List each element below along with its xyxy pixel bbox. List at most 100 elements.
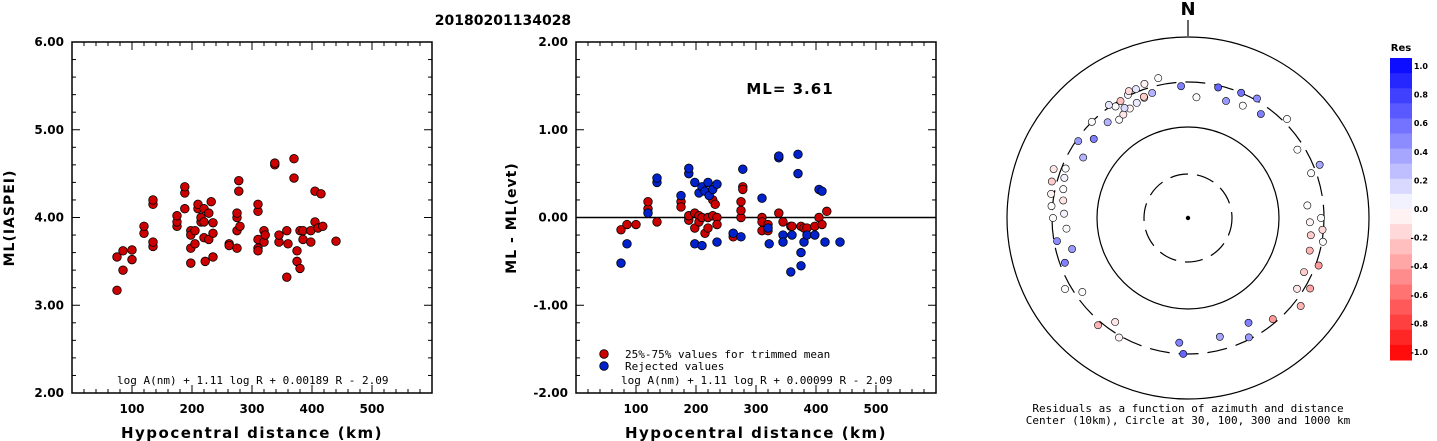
trimmed-point xyxy=(631,219,641,230)
colorbar-cell xyxy=(1390,193,1412,210)
station-point xyxy=(1214,83,1223,92)
data-point xyxy=(283,239,293,249)
trimmed-point xyxy=(778,217,788,227)
colorbar-tick-label: -0.8 xyxy=(1411,319,1429,328)
station-point xyxy=(1148,89,1157,97)
station-point xyxy=(1074,137,1083,146)
colorbar-cell xyxy=(1390,88,1412,104)
x-tick-label: 100 xyxy=(119,402,144,416)
data-point xyxy=(282,272,292,282)
colorbar-tick-label: 0.4 xyxy=(1414,148,1429,157)
azimuth-residual-plot: N Residuals as a function of azimuth and… xyxy=(1006,0,1370,427)
figure-title: 20180201134028 xyxy=(435,13,571,29)
rejected-point xyxy=(728,228,738,238)
colorbar-tick-label: -0.4 xyxy=(1411,262,1429,271)
data-point xyxy=(118,265,128,275)
station-point xyxy=(1089,135,1098,143)
station-point xyxy=(1061,164,1070,173)
circle-100km xyxy=(1096,126,1280,310)
station-point xyxy=(1060,173,1069,182)
legend-marker-rejected xyxy=(599,361,609,371)
data-point xyxy=(112,285,122,296)
colorbar-tick-label: 0.6 xyxy=(1414,119,1429,128)
y-tick-label: 4.00 xyxy=(34,211,64,225)
station-point xyxy=(1300,268,1308,276)
data-point xyxy=(298,225,308,236)
station-point xyxy=(1124,87,1133,96)
trimmed-point xyxy=(817,219,827,230)
rejected-point xyxy=(738,164,748,174)
rejected-point xyxy=(793,149,803,160)
residual-vs-distance-plot: 100 200 300 400 500 -2.00 -1.00 0.00 1.00 2.00 ML… xyxy=(504,35,937,441)
station-point xyxy=(1111,318,1120,326)
station-point xyxy=(1296,302,1305,310)
station-points xyxy=(1047,74,1327,358)
legend-label-trimmed: 25%-75% values for trimmed mean xyxy=(625,348,830,361)
station-point xyxy=(1306,218,1314,227)
data-point xyxy=(180,182,190,192)
data-point xyxy=(208,228,218,238)
data-point xyxy=(180,204,190,214)
formula-text: log A(nm) + 1.11 log R + 0.00189 R - 2.0… xyxy=(117,374,389,387)
data-point xyxy=(139,221,149,231)
data-point xyxy=(270,158,280,168)
station-point xyxy=(1116,97,1125,105)
data-point xyxy=(208,252,218,262)
data-point xyxy=(186,258,196,268)
data-point xyxy=(260,230,270,240)
station-point xyxy=(1319,237,1327,246)
data-point xyxy=(234,186,244,196)
station-point xyxy=(1268,315,1277,324)
data-point xyxy=(190,225,200,236)
x-tick-label: 500 xyxy=(863,402,888,416)
station-point xyxy=(1306,284,1315,293)
station-point xyxy=(1154,74,1163,83)
trimmed-point xyxy=(676,202,686,212)
rejected-point xyxy=(703,177,713,188)
data-point xyxy=(148,237,158,247)
rejected-point xyxy=(616,258,626,268)
rejected-point xyxy=(757,193,767,203)
colorbar-cell xyxy=(1390,269,1412,285)
data-point xyxy=(199,217,209,227)
rejected-point xyxy=(622,239,632,249)
station-point xyxy=(1293,145,1302,154)
station-point xyxy=(1068,245,1076,253)
trimmed-point xyxy=(710,199,720,210)
station-point xyxy=(1115,115,1124,124)
trimmed-point xyxy=(616,225,626,235)
data-point xyxy=(289,173,299,183)
x-tick-label: 200 xyxy=(179,402,204,416)
polar-caption-2: Center (10km), Circle at 30, 100, 300 an… xyxy=(1026,414,1351,427)
station-point xyxy=(1177,82,1185,91)
rejected-point xyxy=(787,230,797,240)
circle-30km xyxy=(1143,173,1233,263)
rejected-point xyxy=(820,237,830,247)
north-label: N xyxy=(1180,0,1195,20)
trimmed-point xyxy=(643,197,653,207)
colorbar-tick-label: -0.2 xyxy=(1411,234,1429,243)
station-point xyxy=(1078,288,1087,296)
trimmed-point xyxy=(712,219,722,230)
trimmed-point xyxy=(736,205,746,216)
station-point xyxy=(1305,246,1314,255)
colorbar-cell xyxy=(1390,209,1412,225)
data-point xyxy=(112,252,122,262)
station-point xyxy=(1317,214,1325,222)
circle-1000km xyxy=(1006,36,1370,400)
rejected-point xyxy=(684,163,694,174)
data-point xyxy=(200,256,210,267)
rejected-point xyxy=(793,168,803,179)
legend-marker-trimmed xyxy=(599,349,609,359)
colorbar-cell xyxy=(1390,148,1412,165)
station-point xyxy=(1103,118,1112,127)
legend-label-rejected: Rejected values xyxy=(625,360,724,373)
station-point xyxy=(1049,165,1058,173)
station-point xyxy=(1315,160,1324,169)
colorbar-cell xyxy=(1390,163,1412,180)
colorbar-cell xyxy=(1390,73,1412,89)
station-point xyxy=(1062,224,1071,233)
trimmed-point xyxy=(822,206,832,217)
x-axis-label: Hypocentral distance (km) xyxy=(121,424,383,441)
